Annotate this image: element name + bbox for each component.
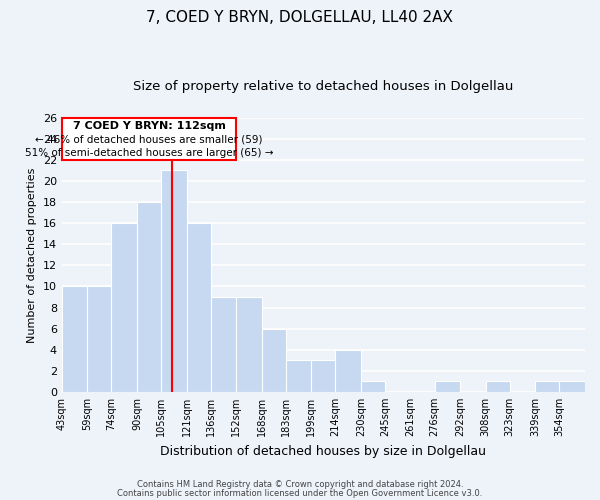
Bar <box>535 382 559 392</box>
Bar <box>88 286 112 392</box>
Bar <box>311 360 335 392</box>
Bar <box>486 382 510 392</box>
FancyBboxPatch shape <box>62 118 236 160</box>
Bar <box>559 382 585 392</box>
Bar <box>62 286 88 392</box>
Bar <box>187 223 211 392</box>
Text: 51% of semi-detached houses are larger (65) →: 51% of semi-detached houses are larger (… <box>25 148 273 158</box>
Text: 7 COED Y BRYN: 112sqm: 7 COED Y BRYN: 112sqm <box>73 121 226 131</box>
Text: Contains public sector information licensed under the Open Government Licence v3: Contains public sector information licen… <box>118 489 482 498</box>
Bar <box>137 202 161 392</box>
Bar <box>112 223 137 392</box>
Bar <box>211 297 236 392</box>
Bar <box>161 170 187 392</box>
Text: Contains HM Land Registry data © Crown copyright and database right 2024.: Contains HM Land Registry data © Crown c… <box>137 480 463 489</box>
Bar <box>361 382 385 392</box>
Bar <box>286 360 311 392</box>
X-axis label: Distribution of detached houses by size in Dolgellau: Distribution of detached houses by size … <box>160 444 487 458</box>
Text: ← 46% of detached houses are smaller (59): ← 46% of detached houses are smaller (59… <box>35 134 263 144</box>
Title: Size of property relative to detached houses in Dolgellau: Size of property relative to detached ho… <box>133 80 514 93</box>
Text: 7, COED Y BRYN, DOLGELLAU, LL40 2AX: 7, COED Y BRYN, DOLGELLAU, LL40 2AX <box>146 10 454 25</box>
Bar <box>335 350 361 392</box>
Bar <box>434 382 460 392</box>
Bar <box>236 297 262 392</box>
Bar <box>262 328 286 392</box>
Y-axis label: Number of detached properties: Number of detached properties <box>27 167 37 342</box>
